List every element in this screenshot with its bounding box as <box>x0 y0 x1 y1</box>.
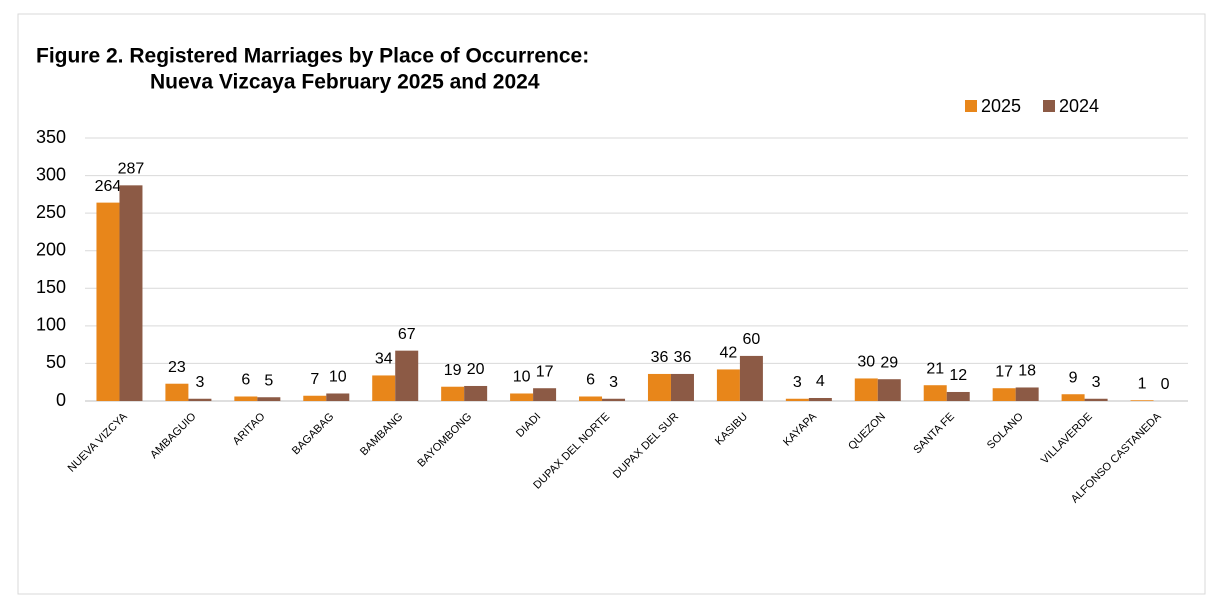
value-label: 0 <box>1161 376 1170 393</box>
value-label: 23 <box>168 359 186 376</box>
value-label: 17 <box>995 363 1013 380</box>
value-label: 10 <box>329 369 347 386</box>
value-label: 12 <box>949 367 967 384</box>
bar <box>946 391 970 401</box>
y-tick-label: 50 <box>46 352 66 372</box>
value-label: 18 <box>1018 363 1036 380</box>
value-label: 264 <box>95 178 122 195</box>
value-label: 29 <box>880 354 898 371</box>
bar <box>1015 387 1039 401</box>
bar <box>119 185 143 401</box>
y-tick-label: 150 <box>36 277 66 297</box>
value-label: 21 <box>926 360 944 377</box>
value-label: 3 <box>609 374 618 391</box>
value-label: 20 <box>467 361 485 378</box>
value-label: 7 <box>310 371 319 388</box>
value-label: 4 <box>816 373 825 390</box>
bar <box>257 397 281 401</box>
y-tick-label: 300 <box>36 164 66 184</box>
value-label: 5 <box>264 372 273 389</box>
value-label: 3 <box>195 374 204 391</box>
legend-swatch <box>1043 100 1055 112</box>
value-label: 6 <box>586 372 595 389</box>
y-tick-label: 250 <box>36 202 66 222</box>
value-label: 42 <box>720 345 738 362</box>
bar <box>602 398 626 401</box>
value-label: 36 <box>651 349 669 366</box>
bar <box>533 388 557 401</box>
bar <box>808 397 832 401</box>
y-tick-label: 0 <box>56 390 66 410</box>
bar <box>877 379 901 401</box>
bar <box>303 395 327 401</box>
value-label: 30 <box>857 354 875 371</box>
bar <box>372 375 396 401</box>
bar <box>923 385 947 401</box>
bar <box>464 385 488 401</box>
bar <box>1130 400 1154 401</box>
legend-swatch <box>965 100 977 112</box>
bar <box>992 388 1016 401</box>
y-tick-label: 200 <box>36 239 66 259</box>
value-label: 36 <box>674 349 692 366</box>
value-label: 3 <box>793 374 802 391</box>
bar <box>234 396 258 401</box>
y-tick-label: 100 <box>36 315 66 335</box>
chart-title: Figure 2. Registered Marriages by Place … <box>36 45 589 68</box>
bar <box>188 398 212 401</box>
bar <box>165 383 189 401</box>
value-label: 67 <box>398 326 416 343</box>
value-label: 1 <box>1138 375 1147 392</box>
bar <box>739 355 763 401</box>
value-label: 287 <box>118 161 145 178</box>
bar <box>1084 398 1108 401</box>
chart-frame <box>17 13 1206 595</box>
value-label: 19 <box>444 362 462 379</box>
value-label: 17 <box>536 363 554 380</box>
bar <box>579 396 603 401</box>
bar <box>716 369 740 401</box>
value-label: 34 <box>375 351 393 368</box>
value-label: 10 <box>513 369 531 386</box>
chart-title: Nueva Vizcaya February 2025 and 2024 <box>150 71 540 94</box>
y-tick-label: 350 <box>36 127 66 147</box>
bar <box>510 393 534 401</box>
bar <box>854 378 878 401</box>
legend-label: 2025 <box>981 96 1021 116</box>
bar <box>326 393 350 401</box>
bar <box>785 398 809 401</box>
bar <box>395 350 419 401</box>
bar <box>1061 394 1085 401</box>
value-label: 6 <box>241 372 250 389</box>
bar <box>96 202 120 401</box>
value-label: 60 <box>743 331 761 348</box>
value-label: 9 <box>1069 369 1078 386</box>
bar <box>647 373 671 401</box>
legend-label: 2024 <box>1059 96 1099 116</box>
bar <box>670 373 694 401</box>
value-label: 3 <box>1092 374 1101 391</box>
bar <box>441 386 465 401</box>
